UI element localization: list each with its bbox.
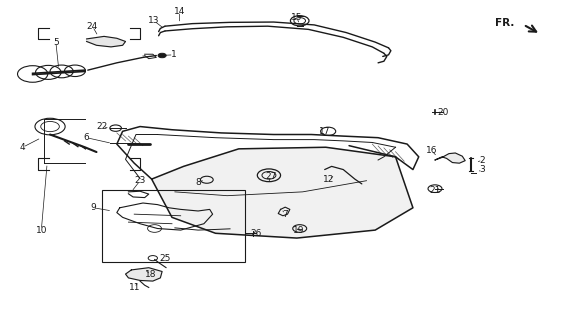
Text: 27: 27 xyxy=(265,172,276,181)
Polygon shape xyxy=(152,147,413,238)
Circle shape xyxy=(158,53,166,58)
Text: 15: 15 xyxy=(291,13,303,22)
Text: 16: 16 xyxy=(426,146,437,155)
Text: 9: 9 xyxy=(91,203,97,212)
Text: 7: 7 xyxy=(282,210,288,219)
Text: 23: 23 xyxy=(134,176,146,185)
Text: 17: 17 xyxy=(319,127,331,136)
Text: 21: 21 xyxy=(430,186,441,195)
Text: 26: 26 xyxy=(250,229,262,238)
Polygon shape xyxy=(126,268,162,281)
Text: 13: 13 xyxy=(148,16,159,25)
Text: 12: 12 xyxy=(323,175,335,184)
Text: 14: 14 xyxy=(174,7,185,16)
Text: 8: 8 xyxy=(195,178,201,187)
Text: 2: 2 xyxy=(480,156,485,164)
Text: 3: 3 xyxy=(480,165,485,174)
Text: FR.: FR. xyxy=(495,18,514,28)
Text: 24: 24 xyxy=(87,22,98,31)
Polygon shape xyxy=(435,153,465,163)
Text: 1: 1 xyxy=(171,50,176,59)
Bar xyxy=(102,190,244,262)
Polygon shape xyxy=(87,36,126,47)
Text: 10: 10 xyxy=(36,226,47,235)
Text: 6: 6 xyxy=(84,133,90,142)
Text: 4: 4 xyxy=(20,143,26,152)
Text: 20: 20 xyxy=(438,108,449,117)
Text: 18: 18 xyxy=(145,270,156,279)
Text: 5: 5 xyxy=(53,38,59,47)
Text: 11: 11 xyxy=(129,283,140,292)
Text: 25: 25 xyxy=(159,254,171,263)
Text: 19: 19 xyxy=(293,226,304,235)
Text: 22: 22 xyxy=(97,122,108,131)
